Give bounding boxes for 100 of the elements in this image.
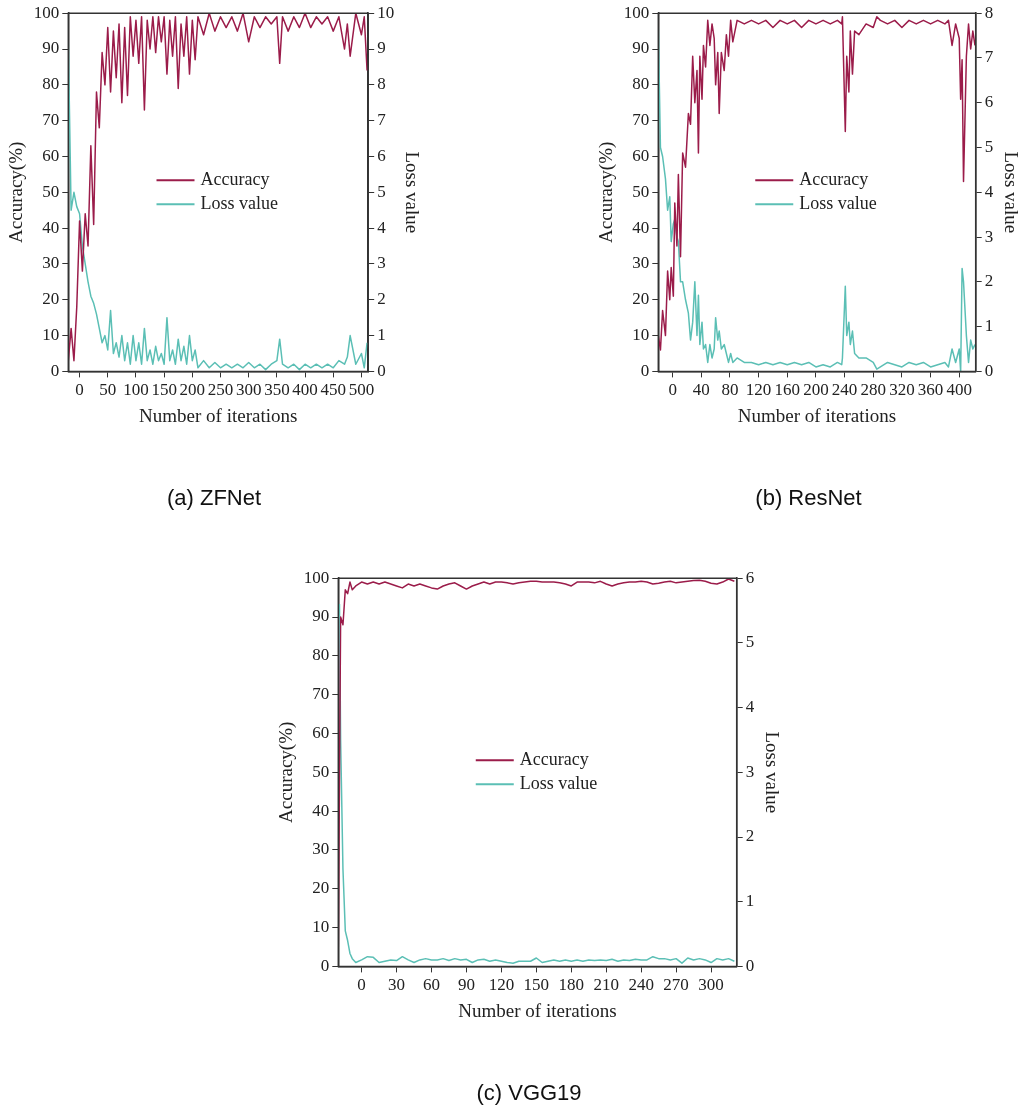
y2-tick-label: 0 [745, 955, 755, 975]
y-tick-label: 0 [50, 360, 60, 380]
y-tick-label: 0 [640, 360, 650, 380]
y-axis-title: Accuracy(%) [595, 141, 618, 243]
x-tick-label: 120 [488, 975, 515, 995]
y-tick-label: 20 [632, 289, 650, 309]
y2-tick-label: 3 [745, 761, 755, 781]
y2-tick-label: 2 [377, 289, 386, 309]
x-tick-label: 100 [123, 380, 149, 400]
legend-label: Accuracy [519, 749, 589, 770]
y-tick-label: 40 [632, 217, 650, 237]
y2-tick-label: 1 [377, 325, 386, 345]
x-tick-label: 180 [558, 975, 585, 995]
y2-tick-label: 7 [377, 110, 387, 130]
y-tick-label: 60 [632, 145, 650, 165]
y-tick-label: 60 [42, 145, 60, 165]
legend-label: Accuracy [799, 169, 869, 190]
x-tick-label: 280 [860, 380, 886, 400]
text: (c) VGG19 [476, 1079, 582, 1105]
y2-tick-label: 2 [745, 826, 755, 846]
y-tick-label: 100 [623, 2, 650, 22]
y-tick-label: 40 [312, 800, 330, 820]
x-tick-label: 300 [235, 380, 262, 400]
y-tick-label: 90 [632, 38, 650, 58]
x-tick-label: 400 [946, 380, 972, 400]
x-tick-label: 40 [692, 380, 710, 400]
y2-axis-title: Loss value [761, 731, 783, 814]
y2-tick-label: 9 [377, 38, 386, 58]
y2-tick-label: 0 [984, 360, 994, 380]
y2-tick-label: 10 [377, 2, 395, 22]
x-tick-label: 150 [523, 975, 550, 995]
y2-tick-label: 1 [984, 316, 994, 336]
x-tick-label: 80 [721, 380, 739, 400]
y-tick-label: 80 [42, 74, 60, 94]
y2-tick-label: 4 [745, 697, 755, 717]
y-tick-label: 10 [632, 325, 650, 345]
y-tick-label: 90 [42, 38, 60, 58]
x-tick-label: 0 [357, 975, 366, 995]
x-tick-label: 60 [422, 975, 440, 995]
y2-tick-label: 6 [745, 567, 755, 587]
x-tick-label: 320 [889, 380, 915, 400]
y-tick-label: 50 [42, 181, 60, 201]
legend-label: Loss value [519, 773, 598, 794]
x-axis-title: Number of iterations [458, 1000, 617, 1022]
y-axis-title: Accuracy(%) [5, 141, 28, 243]
y-tick-label: 100 [33, 2, 60, 22]
x-tick-label: 360 [917, 380, 944, 400]
x-tick-label: 50 [99, 380, 117, 400]
x-tick-label: 270 [663, 975, 689, 995]
y-tick-label: 50 [312, 761, 330, 781]
y-tick-label: 90 [312, 606, 330, 626]
x-tick-label: 160 [774, 380, 801, 400]
x-tick-label: 90 [457, 975, 475, 995]
y-tick-label: 70 [312, 684, 330, 704]
y-tick-label: 10 [312, 917, 330, 937]
y-tick-label: 30 [42, 253, 60, 273]
y-tick-label: 80 [312, 645, 330, 665]
legend-label: Loss value [200, 193, 278, 214]
y2-tick-label: 8 [984, 2, 994, 22]
text: (b) ResNet [755, 484, 862, 510]
y-tick-label: 30 [312, 839, 330, 859]
x-tick-label: 120 [745, 380, 772, 400]
x-tick-label: 200 [179, 380, 206, 400]
x-tick-label: 300 [698, 975, 724, 995]
y2-tick-label: 5 [745, 632, 755, 652]
y-tick-label: 30 [632, 253, 650, 273]
y2-tick-label: 3 [984, 226, 994, 246]
x-tick-label: 0 [75, 380, 84, 400]
y2-tick-label: 6 [984, 92, 994, 112]
y2-tick-label: 4 [377, 217, 387, 237]
y-tick-label: 100 [303, 567, 330, 587]
x-tick-label: 0 [668, 380, 677, 400]
x-tick-label: 350 [264, 380, 290, 400]
y2-tick-label: 0 [377, 360, 386, 380]
y-tick-label: 0 [320, 955, 330, 975]
x-axis-title: Number of iterations [139, 405, 298, 427]
y2-tick-label: 4 [984, 181, 994, 201]
x-tick-label: 250 [207, 380, 234, 400]
x-tick-label: 210 [593, 975, 619, 995]
x-tick-label: 30 [388, 975, 406, 995]
y-tick-label: 20 [312, 878, 330, 898]
y2-axis-title: Loss value [1000, 151, 1022, 234]
y-axis-title: Accuracy(%) [275, 721, 298, 823]
x-tick-label: 240 [831, 380, 858, 400]
y2-tick-label: 1 [745, 891, 755, 911]
y-tick-label: 50 [632, 181, 650, 201]
legend-label: Accuracy [200, 169, 270, 190]
y2-tick-label: 7 [984, 47, 994, 67]
y2-tick-label: 2 [984, 271, 994, 291]
x-tick-label: 500 [348, 380, 375, 400]
legend-label: Loss value [799, 193, 877, 214]
x-tick-label: 240 [628, 975, 654, 995]
y-tick-label: 70 [632, 110, 650, 130]
y2-tick-label: 5 [984, 136, 994, 156]
x-tick-label: 400 [292, 380, 318, 400]
x-tick-label: 450 [320, 380, 346, 400]
y2-tick-label: 6 [377, 145, 386, 165]
text: (a) ZFNet [166, 484, 262, 510]
y-tick-label: 70 [42, 110, 60, 130]
y2-tick-label: 5 [377, 181, 386, 201]
